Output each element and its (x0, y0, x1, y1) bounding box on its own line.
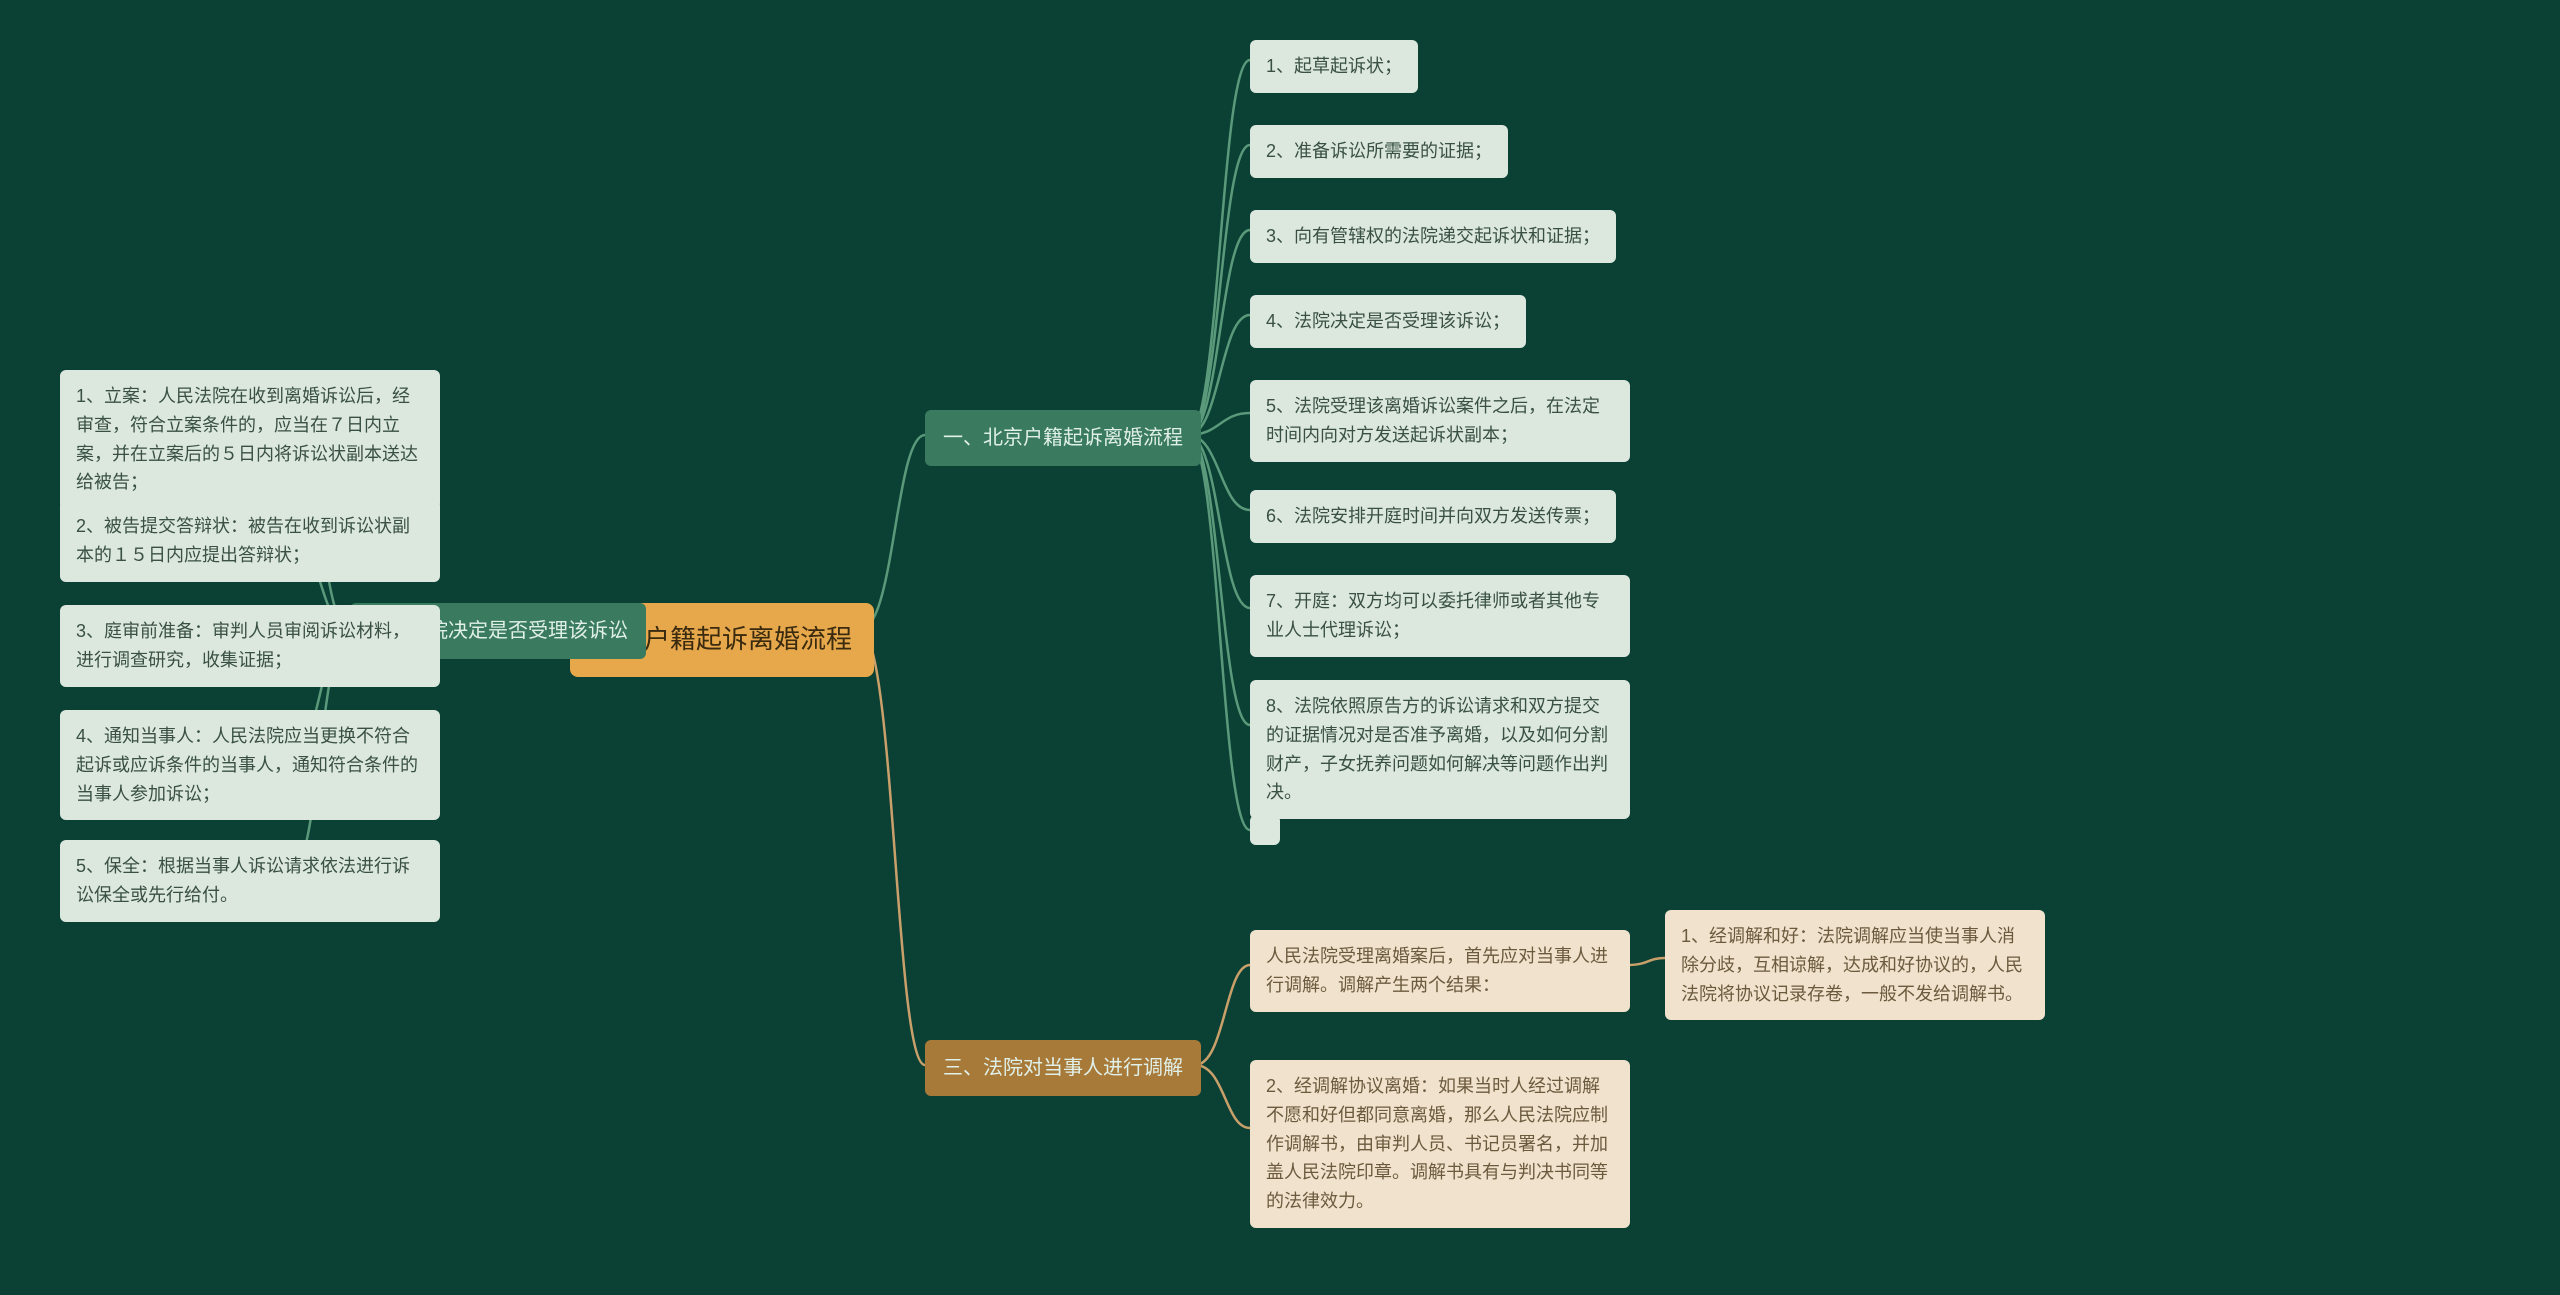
leaf-b1-5[interactable]: 5、法院受理该离婚诉讼案件之后，在法定时间内向对方发送起诉状副本； (1250, 380, 1630, 462)
leaf-b1-6[interactable]: 6、法院安排开庭时间并向双方发送传票； (1250, 490, 1616, 543)
branch-1[interactable]: 一、北京户籍起诉离婚流程 (925, 410, 1201, 466)
leaf-b1-2[interactable]: 2、准备诉讼所需要的证据； (1250, 125, 1508, 178)
leaf-b3-2[interactable]: 2、经调解协议离婚：如果当时人经过调解不愿和好但都同意离婚，那么人民法院应制作调… (1250, 1060, 1630, 1228)
leaf-b2-2[interactable]: 2、被告提交答辩状：被告在收到诉讼状副本的１５日内应提出答辩状； (60, 500, 440, 582)
leaf-b3-1-sub[interactable]: 1、经调解和好：法院调解应当使当事人消除分歧，互相谅解，达成和好协议的，人民法院… (1665, 910, 2045, 1020)
leaf-b1-3[interactable]: 3、向有管辖权的法院递交起诉状和证据； (1250, 210, 1616, 263)
leaf-b2-3[interactable]: 3、庭审前准备：审判人员审阅诉讼材料，进行调查研究，收集证据； (60, 605, 440, 687)
leaf-b2-5[interactable]: 5、保全：根据当事人诉讼请求依法进行诉讼保全或先行给付。 (60, 840, 440, 922)
leaf-b1-9-empty[interactable] (1250, 815, 1280, 845)
branch-3[interactable]: 三、法院对当事人进行调解 (925, 1040, 1201, 1096)
leaf-b1-7[interactable]: 7、开庭：双方均可以委托律师或者其他专业人士代理诉讼； (1250, 575, 1630, 657)
leaf-b3-1[interactable]: 人民法院受理离婚案后，首先应对当事人进行调解。调解产生两个结果： (1250, 930, 1630, 1012)
leaf-b2-1[interactable]: 1、立案：人民法院在收到离婚诉讼后，经审查，符合立案条件的，应当在７日内立案，并… (60, 370, 440, 509)
leaf-b1-1[interactable]: 1、起草起诉状； (1250, 40, 1418, 93)
leaf-b1-4[interactable]: 4、法院决定是否受理该诉讼； (1250, 295, 1526, 348)
leaf-b1-8[interactable]: 8、法院依照原告方的诉讼请求和双方提交的证据情况对是否准予离婚，以及如何分割财产… (1250, 680, 1630, 819)
leaf-b2-4[interactable]: 4、通知当事人：人民法院应当更换不符合起诉或应诉条件的当事人，通知符合条件的当事… (60, 710, 440, 820)
